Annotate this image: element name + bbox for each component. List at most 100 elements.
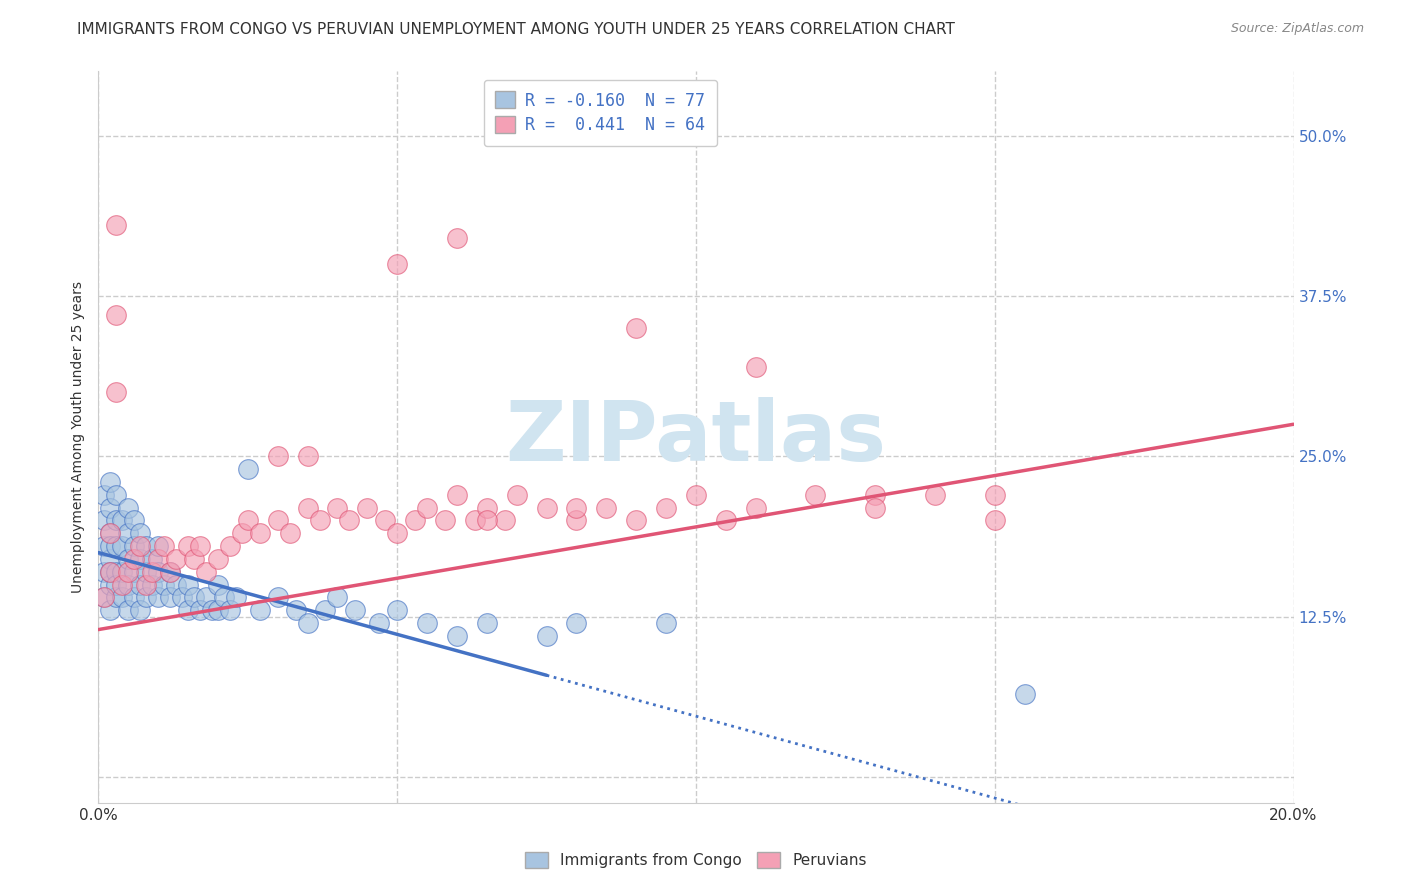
Point	[249, 526, 271, 541]
Point	[434, 514, 457, 528]
Point	[148, 539, 170, 553]
Point	[475, 500, 498, 515]
Point	[93, 514, 115, 528]
Point	[177, 577, 200, 591]
Point	[105, 308, 128, 322]
Point	[745, 500, 768, 515]
Point	[188, 539, 211, 553]
Point	[105, 539, 128, 553]
Point	[148, 565, 170, 579]
Point	[984, 488, 1007, 502]
Point	[105, 565, 128, 579]
Point	[93, 488, 115, 502]
Point	[249, 603, 271, 617]
Point	[129, 526, 152, 541]
Point	[212, 591, 235, 605]
Text: Source: ZipAtlas.com: Source: ZipAtlas.com	[1230, 22, 1364, 36]
Point	[404, 514, 426, 528]
Point	[385, 603, 409, 617]
Point	[117, 565, 139, 579]
Point	[98, 475, 122, 489]
Point	[626, 514, 648, 528]
Point	[159, 565, 181, 579]
Point	[129, 603, 152, 617]
Point	[98, 500, 122, 515]
Point	[219, 603, 242, 617]
Point	[98, 577, 122, 591]
Point	[165, 552, 187, 566]
Point	[207, 552, 229, 566]
Y-axis label: Unemployment Among Youth under 25 years: Unemployment Among Youth under 25 years	[70, 281, 84, 593]
Point	[225, 591, 247, 605]
Point	[416, 500, 439, 515]
Point	[339, 514, 361, 528]
Point	[297, 500, 319, 515]
Point	[98, 526, 122, 541]
Point	[195, 591, 218, 605]
Point	[141, 577, 163, 591]
Point	[105, 385, 128, 400]
Point	[165, 577, 187, 591]
Point	[98, 603, 122, 617]
Point	[117, 500, 139, 515]
Point	[201, 603, 224, 617]
Point	[1014, 687, 1036, 701]
Point	[655, 616, 678, 631]
Point	[117, 603, 139, 617]
Point	[183, 552, 205, 566]
Point	[207, 603, 229, 617]
Point	[595, 500, 617, 515]
Point	[135, 565, 157, 579]
Point	[565, 500, 588, 515]
Point	[714, 514, 737, 528]
Point	[267, 591, 290, 605]
Point	[105, 219, 128, 233]
Point	[494, 514, 516, 528]
Point	[148, 552, 170, 566]
Point	[111, 577, 134, 591]
Point	[297, 616, 319, 631]
Point	[93, 565, 115, 579]
Point	[93, 539, 115, 553]
Point	[745, 359, 768, 374]
Point	[446, 488, 468, 502]
Point	[236, 514, 259, 528]
Point	[111, 565, 134, 579]
Point	[129, 577, 152, 591]
Point	[536, 629, 558, 643]
Point	[93, 591, 115, 605]
Point	[475, 514, 498, 528]
Point	[267, 514, 290, 528]
Point	[446, 629, 468, 643]
Point	[416, 616, 439, 631]
Point	[124, 591, 146, 605]
Point	[385, 257, 409, 271]
Point	[159, 591, 181, 605]
Point	[129, 552, 152, 566]
Point	[315, 603, 337, 617]
Point	[267, 450, 290, 464]
Point	[98, 539, 122, 553]
Point	[124, 514, 146, 528]
Point	[984, 514, 1007, 528]
Point	[308, 514, 330, 528]
Point	[284, 603, 307, 617]
Point	[105, 488, 128, 502]
Point	[135, 577, 157, 591]
Point	[105, 591, 128, 605]
Point	[177, 603, 200, 617]
Text: ZIPatlas: ZIPatlas	[506, 397, 886, 477]
Legend: Immigrants from Congo, Peruvians: Immigrants from Congo, Peruvians	[517, 845, 875, 876]
Point	[135, 591, 157, 605]
Point	[111, 591, 134, 605]
Point	[356, 500, 378, 515]
Point	[464, 514, 486, 528]
Point	[368, 616, 391, 631]
Point	[278, 526, 301, 541]
Point	[153, 577, 176, 591]
Point	[475, 616, 498, 631]
Point	[865, 488, 887, 502]
Point	[117, 552, 139, 566]
Point	[195, 565, 218, 579]
Point	[506, 488, 529, 502]
